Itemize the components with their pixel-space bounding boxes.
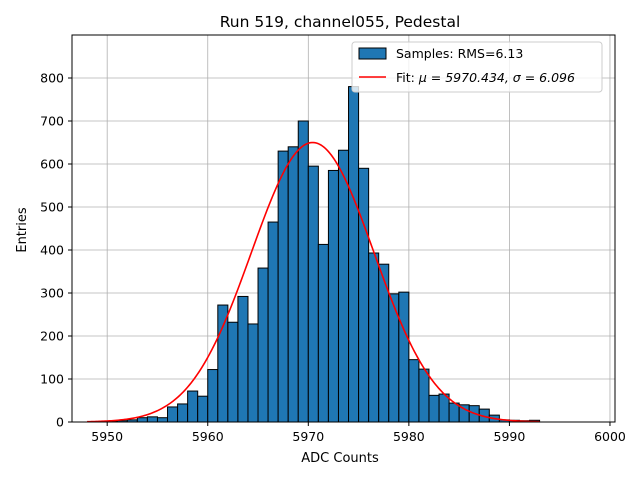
x-tick-label: 5960: [192, 429, 224, 444]
histogram-bar: [418, 368, 430, 423]
chart-title: Run 519, channel055, Pedestal: [220, 13, 461, 31]
histogram-bar: [257, 267, 269, 423]
histogram-bar: [307, 165, 319, 423]
histogram-bar: [146, 416, 158, 423]
histogram-bar: [187, 390, 199, 423]
x-axis-label: ADC Counts: [301, 451, 379, 466]
histogram-bar: [217, 304, 229, 423]
histogram-bar: [428, 394, 440, 423]
histogram-bar: [368, 252, 380, 423]
legend-fit-prefix: Fit:: [396, 70, 419, 85]
gaussian-fit-curve: [87, 141, 540, 423]
histogram-bar: [207, 369, 219, 423]
x-tick-label: 5970: [292, 429, 324, 444]
histogram-bar: [448, 402, 460, 423]
histogram-bar: [267, 221, 279, 423]
legend-box: [351, 41, 603, 93]
y-tick-label: 700: [40, 114, 64, 129]
x-tick-label: 5980: [393, 429, 425, 444]
y-axis-ticks: 0 100 200 300 400 500 600 700 800: [40, 71, 72, 430]
x-tick-label: 6000: [594, 429, 626, 444]
legend-samples-label: Samples: RMS=6.13: [396, 46, 523, 61]
histogram-bar: [297, 120, 309, 423]
plot-frame: [71, 34, 616, 423]
histogram-bar: [197, 395, 209, 423]
histogram-bar: [247, 323, 259, 423]
histogram-bar: [408, 359, 420, 423]
y-tick-label: 500: [40, 200, 64, 215]
y-tick-label: 100: [40, 372, 64, 387]
histogram-bar: [398, 291, 410, 423]
histogram-bar: [287, 146, 299, 423]
histogram-bar: [358, 167, 370, 423]
histogram-bar: [156, 417, 169, 423]
histogram-bars: [106, 86, 541, 423]
legend: Samples: RMS=6.13 Fit: μ = 5970.434, σ =…: [351, 41, 603, 93]
histogram-bar: [136, 417, 148, 423]
y-tick-label: 400: [40, 243, 64, 258]
x-axis-ticks: 5950 5960 5970 5980 5990 6000: [91, 422, 626, 444]
y-tick-label: 600: [40, 157, 64, 172]
histogram-bar: [337, 149, 350, 423]
legend-samples-swatch: [358, 47, 387, 60]
y-tick-label: 300: [40, 286, 64, 301]
histogram-bar: [348, 86, 360, 423]
x-tick-label: 5950: [91, 429, 123, 444]
histogram-bar: [327, 169, 339, 423]
y-tick-label: 0: [56, 415, 64, 430]
y-tick-label: 800: [40, 71, 64, 86]
histogram-bar: [237, 295, 249, 423]
histogram-bar: [227, 321, 239, 423]
histogram-bar: [317, 243, 329, 423]
histogram-bar: [277, 150, 289, 423]
legend-fit-params: μ = 5970.434, σ = 6.096: [418, 70, 575, 85]
y-axis-label: Entries: [15, 207, 30, 253]
legend-fit-label: Fit: μ = 5970.434, σ = 6.096: [396, 70, 575, 85]
histogram-bar: [177, 403, 189, 423]
histogram-bar: [167, 406, 179, 423]
y-tick-label: 200: [40, 329, 64, 344]
x-tick-label: 5990: [494, 429, 526, 444]
